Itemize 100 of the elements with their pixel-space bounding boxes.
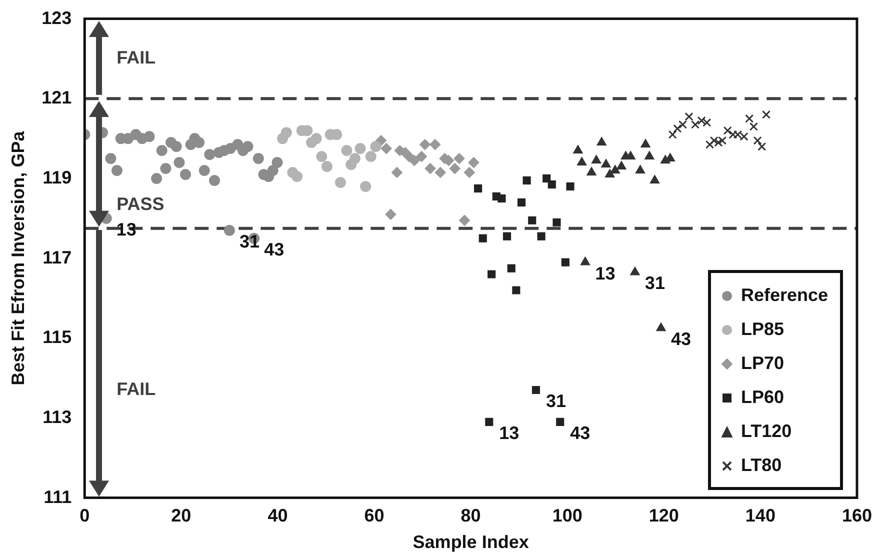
point bbox=[170, 141, 182, 152]
point bbox=[610, 164, 620, 174]
point bbox=[650, 174, 660, 184]
point bbox=[542, 174, 551, 182]
point bbox=[208, 174, 220, 186]
point bbox=[485, 418, 494, 426]
annotation: 13 bbox=[116, 219, 136, 240]
point bbox=[532, 386, 540, 394]
point bbox=[596, 137, 606, 146]
point bbox=[160, 162, 172, 174]
point bbox=[224, 224, 235, 236]
x-tick-label: 160 bbox=[842, 506, 872, 526]
point bbox=[502, 232, 512, 240]
point bbox=[573, 145, 583, 154]
x-tick-label: 60 bbox=[364, 506, 384, 526]
point bbox=[728, 130, 738, 139]
point bbox=[740, 132, 748, 141]
annotation: 43 bbox=[264, 239, 284, 260]
point bbox=[204, 149, 216, 160]
point bbox=[522, 176, 531, 184]
y-tick-label: 113 bbox=[42, 406, 72, 427]
point bbox=[528, 216, 536, 224]
point bbox=[605, 168, 615, 178]
point bbox=[180, 168, 192, 180]
point bbox=[644, 151, 654, 160]
y-tick-label: 117 bbox=[42, 247, 72, 268]
point bbox=[718, 136, 727, 145]
point bbox=[668, 130, 677, 139]
point bbox=[548, 180, 556, 188]
point bbox=[673, 124, 682, 133]
point bbox=[310, 133, 322, 144]
annotation: FAIL bbox=[116, 378, 156, 399]
legend-label: Reference bbox=[740, 285, 828, 306]
point bbox=[684, 112, 694, 121]
point bbox=[316, 151, 328, 162]
legend-label: LP60 bbox=[740, 387, 784, 408]
legend-label: LP85 bbox=[740, 319, 784, 340]
point bbox=[424, 162, 436, 174]
point bbox=[723, 126, 732, 135]
point bbox=[449, 162, 460, 174]
annotation: 13 bbox=[595, 263, 616, 284]
y-tick-label: 119 bbox=[42, 167, 72, 188]
point bbox=[488, 270, 496, 278]
point bbox=[537, 232, 546, 240]
point bbox=[111, 164, 122, 176]
point bbox=[749, 122, 758, 131]
point bbox=[416, 151, 428, 162]
point bbox=[640, 139, 650, 148]
point bbox=[690, 120, 700, 129]
point bbox=[370, 141, 382, 152]
point bbox=[714, 138, 723, 147]
point bbox=[474, 184, 482, 192]
point bbox=[292, 170, 303, 182]
point bbox=[591, 155, 602, 164]
point bbox=[385, 208, 396, 220]
point bbox=[380, 143, 392, 154]
point bbox=[419, 139, 430, 150]
annotation: 31 bbox=[546, 390, 566, 411]
annotation: FAIL bbox=[116, 48, 156, 68]
y-tick-label: 115 bbox=[42, 327, 72, 348]
point bbox=[280, 127, 292, 138]
legend-label: LT120 bbox=[740, 421, 792, 442]
x-tick-label: 0 bbox=[80, 506, 90, 526]
x-tick-label: 20 bbox=[171, 506, 192, 526]
point bbox=[561, 258, 570, 266]
point bbox=[360, 180, 372, 192]
point bbox=[468, 157, 480, 168]
point bbox=[334, 176, 346, 188]
point bbox=[705, 140, 714, 149]
y-tick-label: 121 bbox=[42, 88, 72, 108]
point bbox=[408, 155, 420, 166]
legend-label: LP70 bbox=[740, 353, 784, 374]
point bbox=[745, 114, 754, 123]
y-axis-title: Best Fit Efrom Inversion, GPa bbox=[8, 130, 28, 386]
point bbox=[580, 256, 590, 266]
point bbox=[556, 418, 564, 426]
point bbox=[341, 145, 352, 156]
point bbox=[454, 153, 465, 164]
annotation: 31 bbox=[239, 231, 260, 252]
point bbox=[272, 157, 283, 168]
point bbox=[697, 116, 706, 125]
point bbox=[635, 164, 646, 174]
point bbox=[498, 194, 506, 202]
point bbox=[349, 153, 360, 164]
point bbox=[753, 136, 762, 145]
point bbox=[586, 166, 596, 176]
point bbox=[198, 164, 210, 176]
point bbox=[601, 158, 611, 168]
x-tick-label: 140 bbox=[745, 506, 776, 526]
point bbox=[566, 182, 574, 190]
point bbox=[459, 214, 470, 226]
annotation: 43 bbox=[671, 329, 692, 350]
point bbox=[464, 166, 475, 178]
point bbox=[365, 151, 376, 162]
point bbox=[151, 172, 162, 184]
annotation: 13 bbox=[499, 422, 520, 443]
point bbox=[174, 157, 185, 168]
point bbox=[616, 160, 626, 170]
point bbox=[478, 234, 487, 242]
point bbox=[391, 166, 402, 178]
